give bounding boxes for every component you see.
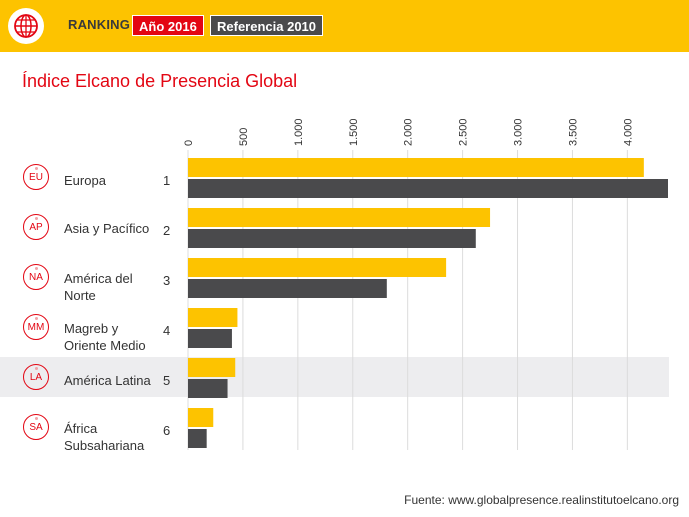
tab-reference-2010[interactable]: Referencia 2010 (210, 15, 324, 36)
region-badge: SA (23, 414, 49, 440)
bar-2016 (188, 308, 238, 327)
region-badge: LA (23, 364, 49, 390)
bar-2016 (188, 358, 236, 377)
globe-icon (8, 8, 44, 44)
category-label: América del Norte (64, 271, 133, 303)
region-code: NA (29, 272, 43, 283)
x-tick-label: 3.500 (567, 118, 579, 146)
category-label: América Latina (64, 373, 151, 388)
bar-2010 (188, 179, 668, 198)
category-label: África Subsahariana (64, 421, 145, 453)
rank-number: 5 (163, 373, 171, 388)
bar-2016 (188, 408, 214, 427)
region-badge: MM (23, 314, 49, 340)
region-code: LA (29, 372, 43, 383)
rank-number: 3 (163, 273, 171, 288)
rank-number: 6 (163, 423, 171, 438)
highlight-row-background (0, 357, 669, 397)
source-note: Fuente: www.globalpresence.realinstituto… (404, 493, 679, 507)
x-tick-label: 4.000 (622, 118, 634, 146)
region-badge: NA (23, 264, 49, 290)
category-label: Europa (64, 173, 106, 188)
header-bar: RANKING Año 2016 Referencia 2010 (0, 0, 689, 52)
bar-2010 (188, 429, 207, 448)
badge-dot (35, 167, 38, 170)
x-tick-label: 1.000 (293, 118, 305, 146)
bar-2016 (188, 208, 491, 227)
region-code: SA (29, 422, 43, 433)
region-badge: AP (23, 214, 49, 240)
badge-dot (35, 317, 38, 320)
region-badge: EU (23, 164, 49, 190)
bar-2016 (188, 158, 644, 177)
x-tick-label: 1.500 (348, 118, 360, 146)
badge-dot (35, 217, 38, 220)
bar-2016 (188, 258, 447, 277)
bar-2010 (188, 229, 476, 248)
bar-2010 (188, 329, 232, 348)
bar-2010 (188, 379, 228, 398)
x-tick-label: 2.000 (403, 118, 415, 146)
badge-dot (35, 417, 38, 420)
chart-title: Índice Elcano de Presencia Global (22, 71, 298, 91)
x-tick-label: 3.000 (513, 118, 525, 146)
rank-number: 4 (163, 323, 171, 338)
x-tick-label: 500 (238, 128, 250, 146)
region-code: MM (27, 322, 45, 333)
region-code: EU (29, 172, 43, 183)
rank-number: 2 (163, 223, 171, 238)
bar-chart: 0 500 1.000 1.500 2.000 2.500 3.000 3.500 4.000 (0, 118, 669, 450)
ranking-label: RANKING (68, 17, 131, 32)
x-tick-label: 0 (183, 140, 195, 146)
tab-year-2016[interactable]: Año 2016 (132, 15, 204, 36)
x-tick-label: 2.500 (458, 118, 470, 146)
badge-dot (35, 367, 38, 370)
region-code: AP (29, 222, 43, 233)
bar-2010 (188, 279, 387, 298)
badge-dot (35, 267, 38, 270)
category-label: Asia y Pacífico (64, 221, 150, 236)
rank-number: 1 (163, 173, 171, 188)
category-label: Magreb y Oriente Medio (64, 321, 146, 353)
